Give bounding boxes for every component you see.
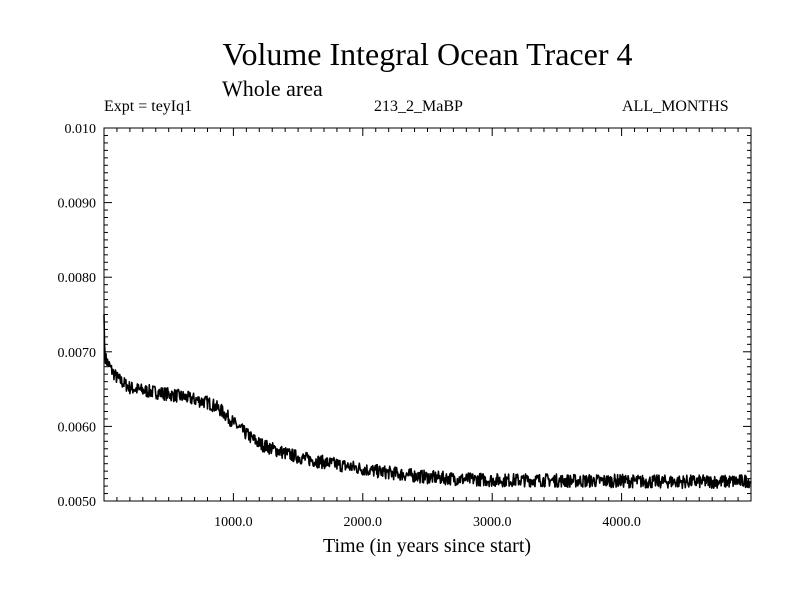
- x-tick-label: 1000.0: [214, 515, 253, 530]
- x-tick-label: 3000.0: [473, 515, 512, 530]
- x-tick-label: 4000.0: [602, 515, 641, 530]
- chart-subtitle: Whole area: [222, 76, 323, 101]
- series-layer: [103, 314, 752, 490]
- period-label: ALL_MONTHS: [622, 98, 729, 115]
- y-tick-label: 0.0080: [58, 271, 97, 286]
- y-tick-label: 0.0050: [58, 495, 97, 510]
- y-axis: 0.0050 0.0060 0.0070 0.0080 0.0090 0.010: [58, 122, 751, 510]
- experiment-label: Expt = teyIq1: [104, 98, 193, 115]
- x-axis-label: Time (in years since start): [323, 535, 531, 557]
- y-tick-label: 0.0060: [58, 420, 97, 435]
- series-line: [103, 314, 752, 490]
- y-tick-label: 0.0070: [58, 346, 97, 361]
- plot-frame: [103, 127, 752, 502]
- chart-title: Volume Integral Ocean Tracer 4: [222, 36, 633, 72]
- run-label: 213_2_MaBP: [374, 98, 463, 115]
- y-tick-label: 0.010: [65, 122, 97, 137]
- x-tick-label: 2000.0: [344, 515, 383, 530]
- y-tick-label: 0.0090: [58, 197, 97, 212]
- x-axis: 1000.0 2000.0 3000.0 4000.0: [116, 128, 739, 530]
